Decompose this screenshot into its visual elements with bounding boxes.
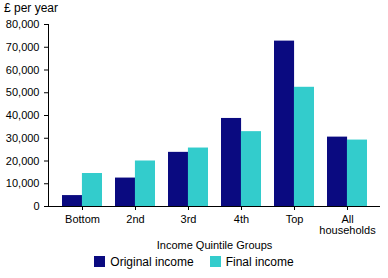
svg-text:Bottom: Bottom	[65, 213, 100, 225]
svg-text:70,000: 70,000	[6, 41, 40, 53]
svg-text:Income Quintile Groups: Income Quintile Groups	[157, 239, 273, 251]
svg-text:0: 0	[33, 200, 39, 212]
svg-text:2nd: 2nd	[126, 213, 144, 225]
svg-text:20,000: 20,000	[6, 155, 40, 167]
html-text:Final income: Final income	[225, 255, 294, 269]
svg-text:3rd: 3rd	[181, 213, 197, 225]
svg-text:Allhouseholds: Allhouseholds	[319, 213, 376, 236]
svg-text:40,000: 40,000	[6, 109, 40, 121]
svg-text:Top: Top	[286, 213, 304, 225]
svg-text:4th: 4th	[234, 213, 249, 225]
html-text:Original income: Original income	[110, 255, 194, 269]
svg-text:50,000: 50,000	[6, 86, 40, 98]
svg-text:10,000: 10,000	[6, 177, 40, 189]
svg-text:60,000: 60,000	[6, 64, 40, 76]
svg-text:30,000: 30,000	[6, 132, 40, 144]
svg-text:80,000: 80,000	[6, 18, 40, 30]
html-text:£ per year: £ per year	[4, 1, 58, 15]
